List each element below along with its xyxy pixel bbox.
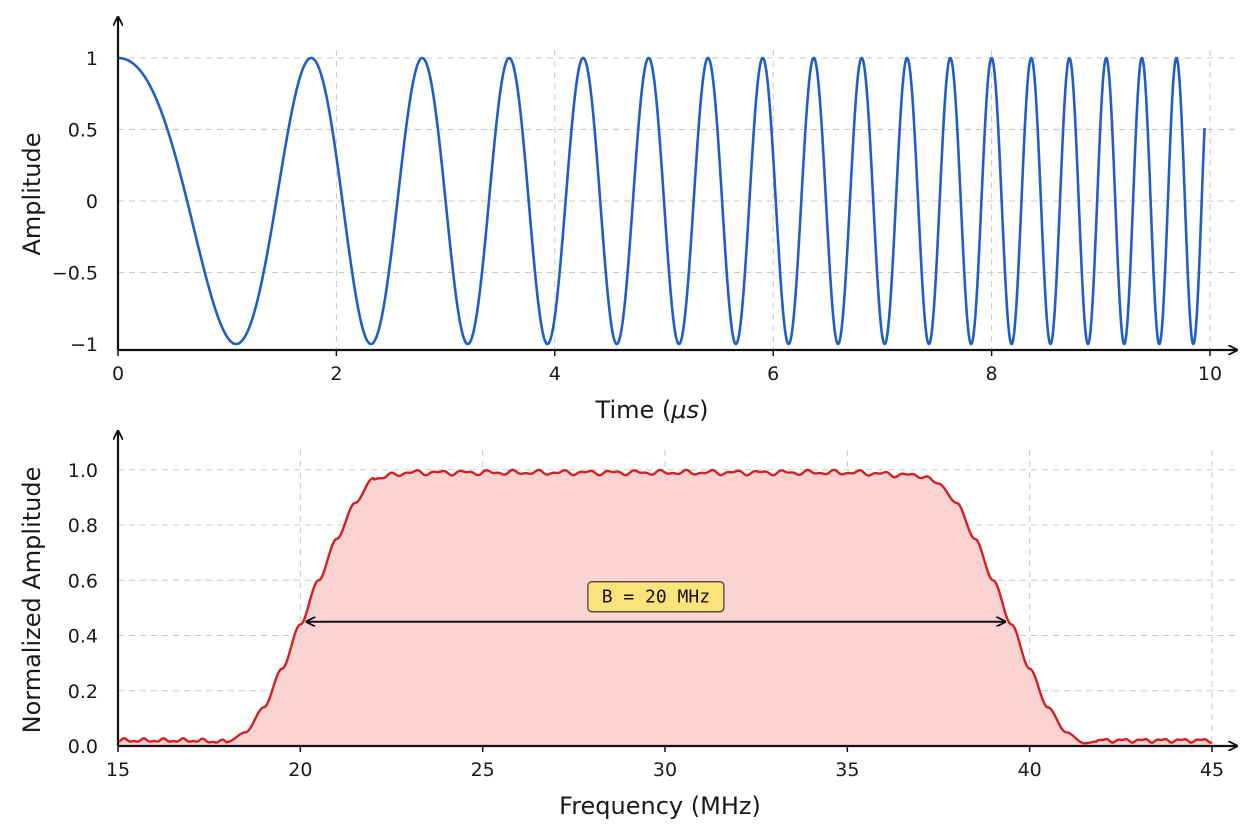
- spectrum-y-tick-label: 0.0: [68, 736, 98, 758]
- chirp-y-tick-label: −0.5: [52, 263, 98, 285]
- spectrum-tick-labels: 15 20 25 30 35 40 45 1.0 0.8 0.6 0.4 0.2 0.0: [68, 460, 1224, 781]
- chirp-x-axis-label: Time (μs): [595, 396, 709, 424]
- spectrum-series-line: [117, 468, 1213, 745]
- spectrum-y-tick-label: 0.6: [68, 570, 98, 592]
- spectrum-y-tick-label: 0.8: [68, 515, 98, 537]
- spectrum-x-tick-label: 40: [1018, 759, 1042, 781]
- spectrum-x-tick-label: 15: [106, 759, 130, 781]
- chirp-x-tick-label: 6: [767, 363, 779, 385]
- chirp-x-tick-label: 0: [112, 363, 124, 385]
- spectrum-x-axis-label: Frequency (MHz): [559, 792, 761, 820]
- spectrum-x-tick-label: 20: [288, 759, 312, 781]
- bandwidth-label-box: [587, 581, 725, 613]
- chirp-x-tick-label: 4: [549, 363, 561, 385]
- chirp-y-tick-label: 0: [86, 191, 98, 213]
- spectrum-x-tick-label: 30: [653, 759, 677, 781]
- chirp-x-tick-label: 10: [1198, 363, 1222, 385]
- bandwidth-label: B = 20 MHz: [602, 587, 710, 608]
- spectrum-x-tick-label: 35: [835, 759, 859, 781]
- chirp-y-axis-label: Amplitude: [18, 133, 46, 256]
- chirp-x-tick-label: 8: [986, 363, 998, 385]
- chirp-chart: 0 2 4 6 8 10 1 0.5 0 −0.5 −1 Amplitude Time (μs): [18, 18, 1236, 424]
- chirp-y-tick-label: 0.5: [68, 120, 98, 142]
- chirp-tick-labels: 0 2 4 6 8 10 1 0.5 0 −0.5 −1: [52, 48, 1222, 385]
- chirp-y-tick-label: −1: [70, 334, 98, 356]
- spectrum-chart: 15 20 25 30 35 40 45 1.0 0.8 0.6 0.4 0.2 0.0 Normali…: [18, 432, 1236, 820]
- spectrum-y-tick-label: 0.4: [68, 626, 98, 648]
- chirp-y-tick-label: 1: [86, 48, 98, 70]
- chirp-grid: [117, 50, 1236, 356]
- spectrum-y-tick-label: 1.0: [68, 460, 98, 482]
- chirp-x-tick-label: 2: [330, 363, 342, 385]
- spectrum-x-tick-label: 45: [1200, 759, 1224, 781]
- chirp-series-line: [116, 56, 1206, 346]
- spectrum-y-axis-label: Normalized Amplitude: [18, 467, 46, 734]
- spectrum-y-tick-label: 0.2: [68, 681, 98, 703]
- spectrum-x-tick-label: 25: [471, 759, 495, 781]
